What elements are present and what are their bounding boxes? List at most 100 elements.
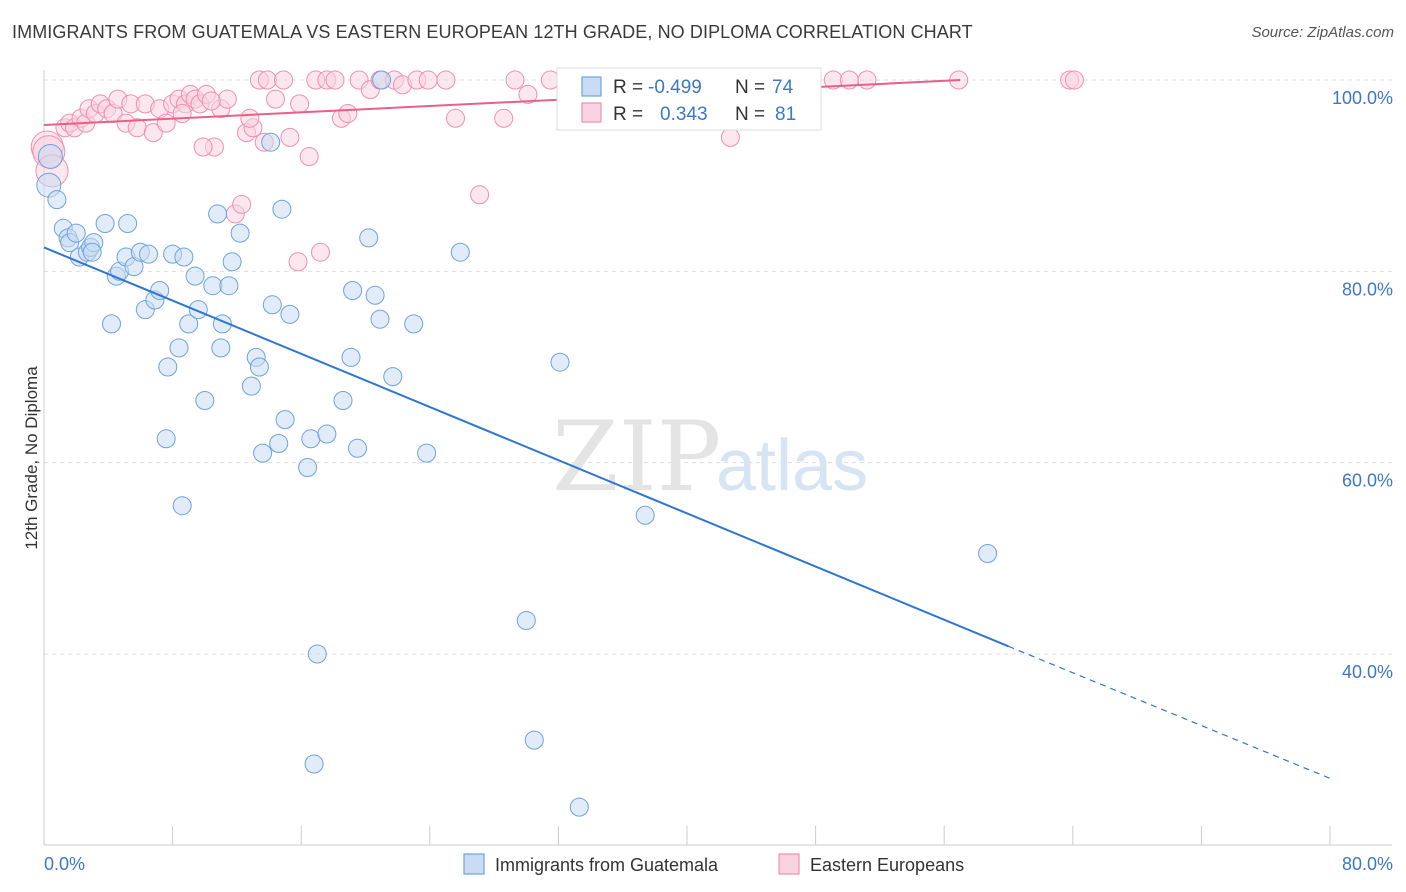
point-guatemala-56 (359, 228, 379, 248)
point-guatemala-63 (156, 429, 176, 449)
point-eastern-europeans-59 (505, 70, 525, 90)
point-eastern-europeans-77 (240, 108, 260, 128)
point-eastern-europeans-20 (156, 113, 176, 133)
watermark-atlas: atlas (716, 426, 868, 506)
point-guatemala-24 (158, 357, 178, 377)
x-tick-label-start: 0.0% (44, 854, 85, 874)
point-eastern-europeans-18 (143, 123, 163, 143)
grid-lines (44, 79, 1392, 655)
x-tick-label-end: 80.0% (1342, 854, 1393, 874)
y-tick-label-100: 100.0% (1332, 88, 1393, 108)
point-eastern-europeans-67 (720, 127, 740, 147)
legend-swatch-guatemala (463, 853, 485, 875)
point-guatemala-32 (203, 276, 223, 296)
point-guatemala-69 (550, 352, 570, 372)
point-guatemala-42 (262, 295, 282, 315)
point-guatemala-27 (174, 247, 194, 267)
point-eastern-europeans-54 (418, 70, 438, 90)
point-guatemala-41 (253, 443, 273, 463)
y-tick-label-80: 80.0% (1342, 279, 1393, 299)
point-eastern-europeans-37 (266, 89, 285, 109)
y-tick-label-60: 60.0% (1342, 471, 1393, 491)
legend-swatch-eastern-europeans (778, 853, 800, 875)
stats-r-value-2: 0.343 (660, 104, 708, 125)
point-guatemala-21 (139, 244, 158, 264)
point-guatemala-70 (569, 797, 589, 817)
point-guatemala-66 (261, 132, 281, 152)
watermark-zip: ZIP (552, 401, 721, 513)
point-eastern-europeans-75 (288, 252, 308, 272)
legend-label-guatemala: Immigrants from Guatemala (495, 855, 719, 875)
point-guatemala-59 (383, 367, 403, 387)
point-eastern-europeans-38 (274, 70, 293, 90)
point-guatemala-26 (169, 338, 189, 358)
point-guatemala-65 (211, 338, 231, 358)
point-eastern-europeans-43 (311, 242, 330, 262)
stats-n-label-1: N = (735, 77, 765, 98)
point-guatemala-60 (404, 314, 424, 334)
point-guatemala-17 (118, 214, 138, 233)
point-guatemala-57 (365, 285, 385, 305)
point-guatemala-40 (249, 357, 269, 377)
tick-labels: 40.0% 60.0% 80.0% 100.0% 0.0% 80.0% (44, 88, 1393, 874)
point-guatemala-53 (341, 347, 361, 367)
point-guatemala-64 (172, 496, 192, 516)
point-guatemala-68 (524, 730, 544, 750)
point-guatemala-13 (102, 314, 121, 334)
point-guatemala-12 (95, 214, 115, 233)
point-guatemala-47 (298, 458, 318, 477)
point-guatemala-73 (372, 70, 392, 90)
stats-swatch-pink (581, 102, 602, 123)
point-guatemala-43 (269, 434, 289, 453)
source-label: Source: ZipAtlas.com (1251, 24, 1394, 41)
point-eastern-europeans-47 (338, 104, 358, 123)
stats-n-label-2: N = (735, 104, 765, 125)
point-guatemala-61 (417, 443, 437, 463)
point-eastern-europeans-78 (201, 91, 221, 111)
point-eastern-europeans-30 (217, 89, 237, 109)
point-guatemala-50 (307, 644, 327, 664)
stats-r-value-1: -0.499 (648, 77, 702, 98)
point-guatemala-49 (304, 754, 324, 774)
trend-line-guatemala-extension (1008, 645, 1331, 779)
point-eastern-europeans-58 (494, 108, 514, 128)
chart-title: IMMIGRANTS FROM GUATEMALA VS EASTERN EUR… (12, 22, 973, 42)
point-guatemala-54 (343, 281, 363, 300)
point-eastern-europeans-41 (299, 147, 319, 166)
point-eastern-europeans-55 (436, 70, 456, 90)
stats-r-label-2: R = (613, 104, 643, 125)
point-guatemala-29 (185, 266, 205, 286)
point-eastern-europeans-74 (1064, 70, 1084, 90)
point-eastern-europeans-60 (518, 84, 538, 104)
point-eastern-europeans-39 (280, 127, 300, 147)
stats-n-value-1: 74 (772, 77, 794, 98)
y-axis-label: 12th Grade, No Diploma (22, 366, 41, 550)
point-guatemala-38 (241, 376, 261, 396)
point-guatemala-55 (348, 438, 367, 458)
point-guatemala-48 (301, 429, 321, 449)
point-guatemala-6 (66, 223, 86, 243)
point-guatemala-33 (208, 204, 228, 224)
point-eastern-europeans-80 (172, 104, 192, 123)
point-guatemala-45 (275, 410, 295, 430)
point-eastern-europeans-57 (470, 185, 490, 205)
point-eastern-europeans-45 (325, 70, 345, 90)
point-guatemala-44 (272, 199, 292, 219)
point-eastern-europeans-32 (232, 194, 252, 214)
point-eastern-europeans-71 (857, 70, 877, 90)
point-guatemala-52 (333, 391, 353, 410)
stats-n-value-2: 81 (775, 104, 796, 125)
trend-line-guatemala (43, 246, 1009, 648)
point-eastern-europeans-40 (290, 94, 310, 114)
point-guatemala-0 (37, 144, 63, 169)
point-guatemala-35 (219, 276, 239, 296)
point-guatemala-2 (47, 190, 67, 210)
legend-label-eastern-europeans: Eastern Europeans (810, 855, 964, 875)
point-eastern-europeans-36 (257, 70, 277, 90)
legend: Immigrants from Guatemala Eastern Europe… (463, 853, 964, 875)
point-guatemala-72 (978, 544, 998, 563)
point-eastern-europeans-79 (193, 137, 213, 157)
point-guatemala-46 (280, 304, 300, 324)
stats-swatch-blue (581, 76, 602, 97)
